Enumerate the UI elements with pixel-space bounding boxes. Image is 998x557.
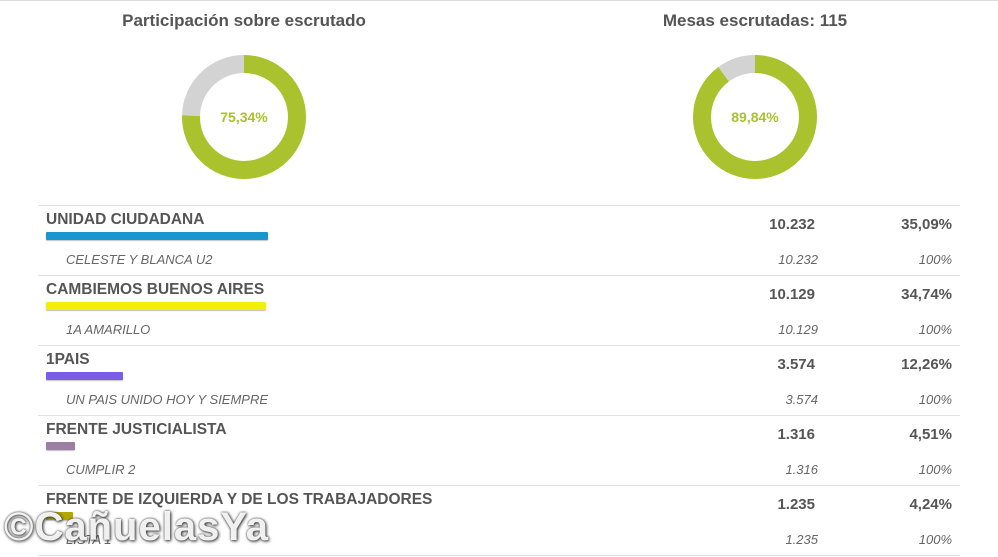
tables-counted-donut: 89,84% [693,55,817,179]
party-bar [46,232,268,240]
participation-segments [182,55,306,179]
party-percentage: 34,74% [901,286,952,303]
list-percentage: 100% [918,252,952,267]
party-name: FRENTE DE IZQUIERDA Y DE LOS TRABAJADORE… [46,491,433,508]
party-bar [46,372,124,380]
party-percentage: 4,24% [909,496,952,513]
tables-counted-title: Mesas escrutadas: 115 [662,11,848,30]
party-row: FRENTE JUSTICIALISTA 1.316 4,51% CUMPLIR… [38,416,960,486]
participation-donut: 75,34% [182,55,306,179]
participation-title: Participación sobre escrutado [122,11,366,30]
list-votes: 10.232 [778,252,818,267]
party-bar [46,512,73,520]
tables-counted-value: 89,84% [731,109,779,125]
list-percentage: 100% [918,392,952,407]
party-bar [46,442,75,450]
party-percentage: 12,26% [901,356,952,373]
list-name: CUMPLIR 2 [66,462,136,477]
party-name: UNIDAD CIUDADANA [46,211,205,228]
list-votes: 1.235 [785,532,818,547]
list-name: LISTA 1 [66,532,112,547]
donut-slice-remainder [182,55,306,179]
list-votes: 3.574 [785,392,818,407]
donut-slice-remainder [693,55,817,179]
list-name: CELESTE Y BLANCA U2 [66,252,213,267]
participation-chart: Participación sobre escrutado 75,34% [44,8,444,180]
party-row: FRENTE DE IZQUIERDA Y DE LOS TRABAJADORE… [38,486,960,556]
list-name: 1A AMARILLO [66,322,151,337]
tables-counted-chart: Mesas escrutadas: 115 89,84% [555,8,955,180]
party-name: 1PAIS [46,351,90,368]
party-percentage: 4,51% [909,426,952,443]
party-row: 1PAIS 3.574 12,26% UN PAIS UNIDO HOY Y S… [38,346,960,416]
top-divider [0,0,998,1]
party-votes: 1.235 [777,496,815,513]
list-votes: 10.129 [778,322,818,337]
tables-counted-segments [693,55,817,179]
list-percentage: 100% [918,532,952,547]
party-votes: 10.232 [769,216,815,233]
results-table: UNIDAD CIUDADANA 10.232 35,09% CELESTE Y… [38,205,960,556]
list-percentage: 100% [918,322,952,337]
party-percentage: 35,09% [901,216,952,233]
party-bar [46,302,266,310]
party-votes: 10.129 [769,286,815,303]
participation-value: 75,34% [220,109,268,125]
party-votes: 3.574 [777,356,815,373]
list-name: UN PAIS UNIDO HOY Y SIEMPRE [66,392,269,407]
party-name: FRENTE JUSTICIALISTA [46,421,227,438]
party-row: UNIDAD CIUDADANA 10.232 35,09% CELESTE Y… [38,206,960,276]
list-percentage: 100% [918,462,952,477]
party-name: CAMBIEMOS BUENOS AIRES [46,281,265,298]
party-votes: 1.316 [777,426,815,443]
watermark: ©CañuelasYa [4,505,270,549]
list-votes: 1.316 [785,462,818,477]
party-row: CAMBIEMOS BUENOS AIRES 10.129 34,74% 1A … [38,276,960,346]
